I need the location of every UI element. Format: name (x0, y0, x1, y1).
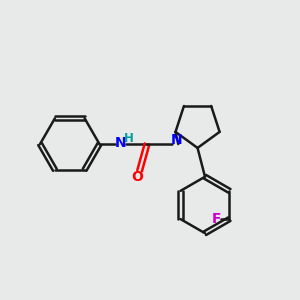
Text: H: H (124, 132, 134, 145)
Text: F: F (211, 212, 221, 226)
Text: N: N (171, 134, 183, 148)
Text: O: O (131, 170, 143, 184)
Text: N: N (115, 136, 126, 150)
